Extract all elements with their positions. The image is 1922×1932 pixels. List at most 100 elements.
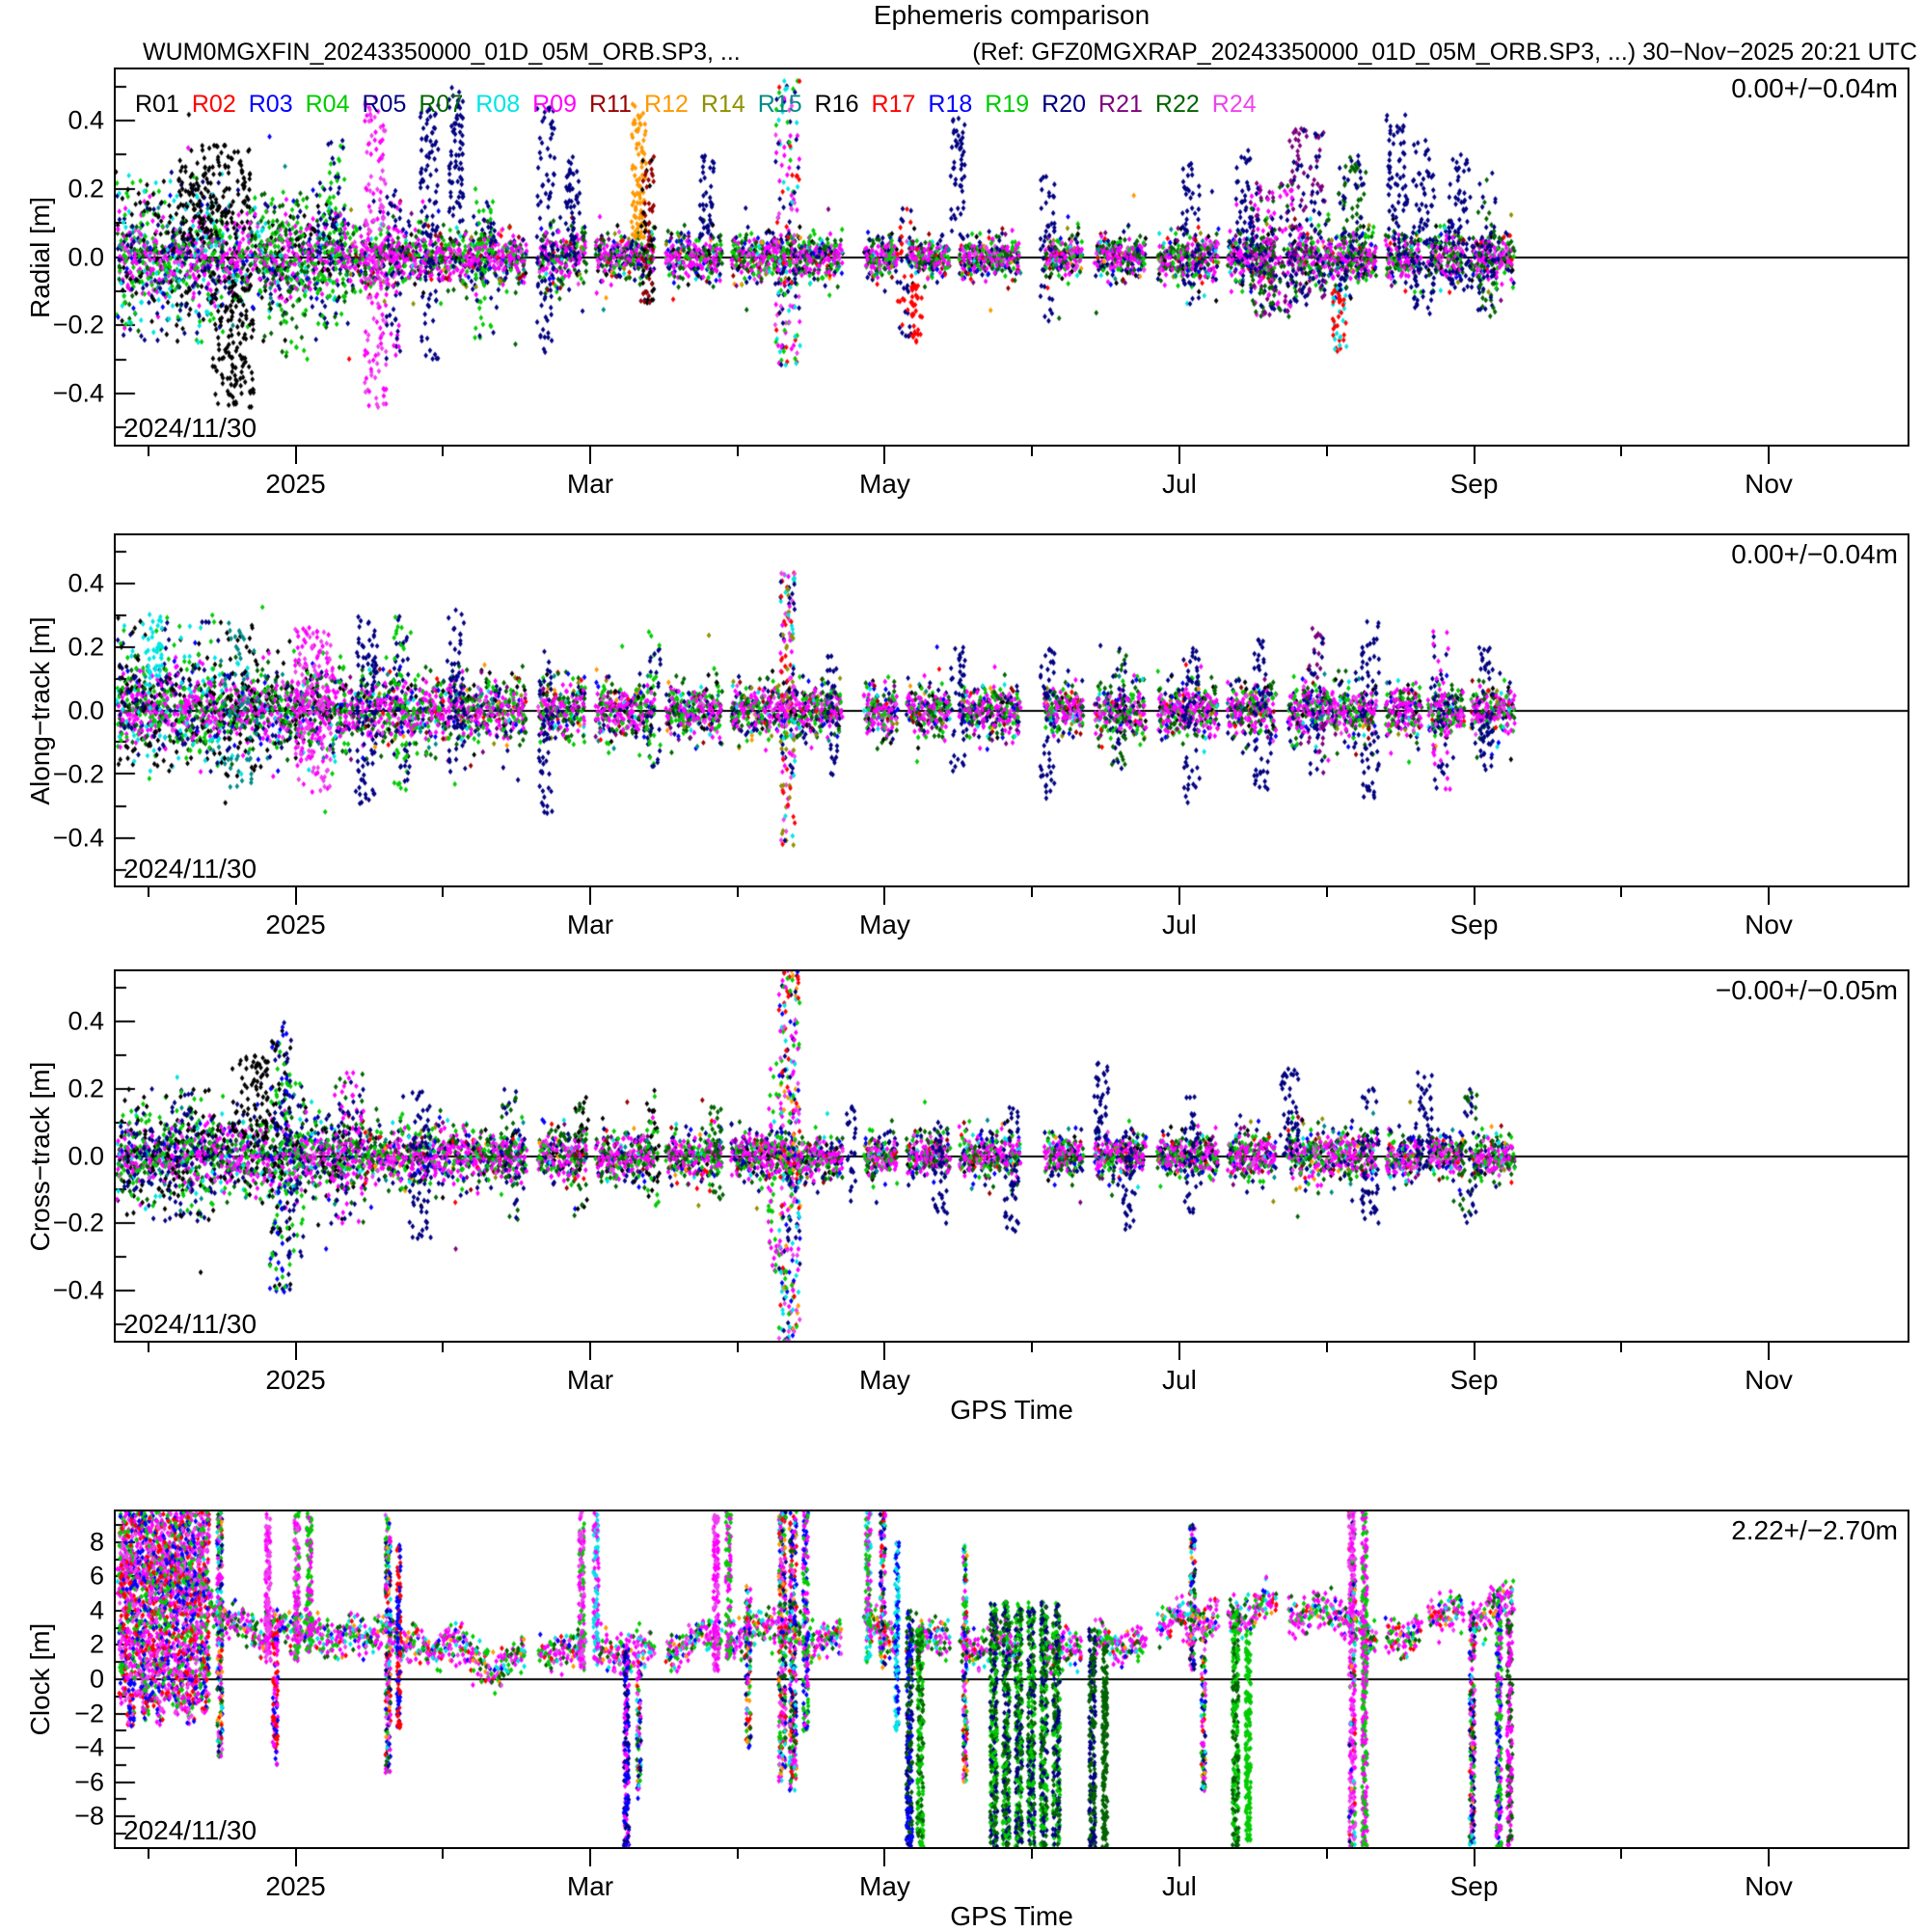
legend-item-r03: R03: [248, 91, 293, 118]
x-tick: [1325, 445, 1328, 456]
x-tick: [883, 1341, 886, 1360]
panel-cross-track: −0.00+/−0.05m 2024/11/30 Cross−track [m]…: [25, 969, 1909, 1425]
x-tick: [294, 1341, 297, 1360]
legend-item-r04: R04: [305, 91, 350, 118]
legend-item-r05: R05: [362, 91, 407, 118]
y-tick-label: 2: [89, 1629, 104, 1659]
x-tick-label: Mar: [566, 469, 614, 499]
x-tick: [1031, 885, 1034, 897]
x-tick: [1768, 445, 1770, 464]
x-tick: [736, 445, 739, 456]
x-tick-label: Nov: [1745, 910, 1793, 939]
legend-item-r12: R12: [644, 91, 689, 118]
x-tick-label: 2025: [265, 1365, 326, 1395]
x-tick: [1620, 1847, 1623, 1859]
x-tick: [1620, 1341, 1623, 1352]
legend-item-r08: R08: [475, 91, 521, 118]
start-date-along-track: 2024/11/30: [123, 854, 257, 884]
x-tick-label: Jul: [1162, 910, 1197, 939]
x-tick-label: May: [859, 910, 910, 939]
x-tick: [1031, 1341, 1034, 1352]
cross-track-scatter-canvas: [116, 971, 1908, 1341]
x-tick: [736, 1847, 739, 1859]
satellite-legend: R01 R02 R03 R04 R05 R07 R08 R09 R11 R12 R14 R15 R16 R…: [135, 91, 1257, 119]
y-tick-label: 6: [89, 1561, 104, 1591]
x-tick-label: May: [859, 1871, 910, 1901]
legend-item-r24: R24: [1211, 91, 1257, 118]
y-tick-label: 0.2: [68, 632, 104, 661]
y-tick-label: 0.0: [68, 1141, 104, 1170]
legend-item-r22: R22: [1154, 91, 1200, 118]
x-tick-label: 2025: [265, 1871, 326, 1901]
x-tick-label: Sep: [1449, 469, 1499, 499]
y-tick-label: 8: [89, 1527, 104, 1557]
x-tick-label: 2025: [265, 910, 326, 939]
orbit-file-label: WUM0MGXFIN_20243350000_01D_05M_ORB.SP3, …: [143, 39, 741, 66]
y-tick-label: −0.2: [52, 759, 104, 788]
x-tick: [1178, 885, 1180, 905]
y-tick-label: −0.4: [52, 378, 104, 408]
reference-file-timestamp-label: (Ref: GFZ0MGXRAP_20243350000_01D_05M_ORB…: [972, 39, 1917, 66]
y-axis-title-cross-track: Cross−track [m]: [25, 1061, 55, 1251]
x-tick: [1473, 445, 1475, 464]
x-tick: [1178, 1341, 1180, 1360]
x-tick: [736, 885, 739, 897]
x-tick: [736, 1341, 739, 1352]
x-tick: [1473, 1847, 1475, 1866]
x-tick-label: Mar: [566, 910, 614, 939]
legend-item-r07: R07: [419, 91, 464, 118]
x-tick-label: Sep: [1449, 910, 1499, 939]
legend-item-r11: R11: [589, 91, 633, 118]
x-tick: [1620, 885, 1623, 897]
x-tick-label: Sep: [1449, 1871, 1499, 1901]
x-tick: [883, 885, 886, 905]
x-tick: [442, 445, 445, 456]
legend-item-r16: R16: [814, 91, 859, 118]
y-tick-label: −0.4: [52, 1275, 104, 1305]
x-tick: [588, 885, 591, 905]
x-tick-label: May: [859, 1365, 910, 1395]
x-tick: [588, 1341, 591, 1360]
x-tick: [1325, 885, 1328, 897]
x-tick: [1473, 885, 1475, 905]
x-tick: [1473, 1341, 1475, 1360]
y-tick-label: 0.2: [68, 174, 104, 204]
x-tick: [883, 1847, 886, 1866]
y-tick-label: 0.4: [68, 568, 104, 597]
y-tick-label: −2: [74, 1699, 104, 1728]
y-tick-label: 0.2: [68, 1074, 104, 1103]
x-tick-label: Nov: [1745, 1365, 1793, 1395]
x-tick: [1325, 1847, 1328, 1859]
x-tick-label: Sep: [1449, 1365, 1499, 1395]
x-tick: [588, 445, 591, 464]
x-tick-label: Jul: [1162, 1365, 1197, 1395]
x-tick: [1178, 1847, 1180, 1866]
along-track-scatter-canvas: [116, 535, 1908, 885]
y-tick-label: −6: [74, 1767, 104, 1797]
x-tick: [1325, 1341, 1328, 1352]
legend-item-r14: R14: [700, 91, 745, 118]
legend-item-r09: R09: [532, 91, 577, 118]
y-axis-title-radial: Radial [m]: [25, 196, 55, 318]
legend-item-r21: R21: [1098, 91, 1143, 118]
legend-item-r20: R20: [1042, 91, 1087, 118]
y-axis-title-along-track: Along−track [m]: [25, 615, 55, 805]
legend-item-r15: R15: [757, 91, 802, 118]
radial-scatter-canvas: [116, 69, 1908, 445]
y-tick-label: −8: [74, 1801, 104, 1831]
x-tick: [148, 885, 149, 897]
y-tick-label: 0.4: [68, 1006, 104, 1036]
legend-item-r19: R19: [985, 91, 1030, 118]
x-tick: [148, 445, 149, 456]
legend-item-r17: R17: [871, 91, 916, 118]
start-date-clock: 2024/11/30: [123, 1815, 257, 1845]
x-tick-label: Jul: [1162, 1871, 1197, 1901]
stat-along-track: 0.00+/−0.04m: [1731, 539, 1898, 569]
x-tick: [148, 1341, 149, 1352]
x-tick-label: Nov: [1745, 1871, 1793, 1901]
x-tick: [294, 885, 297, 905]
x-tick-label: Jul: [1162, 469, 1197, 499]
y-tick-label: 0.0: [68, 242, 104, 271]
start-date-radial: 2024/11/30: [123, 413, 257, 443]
x-tick: [1178, 445, 1180, 464]
